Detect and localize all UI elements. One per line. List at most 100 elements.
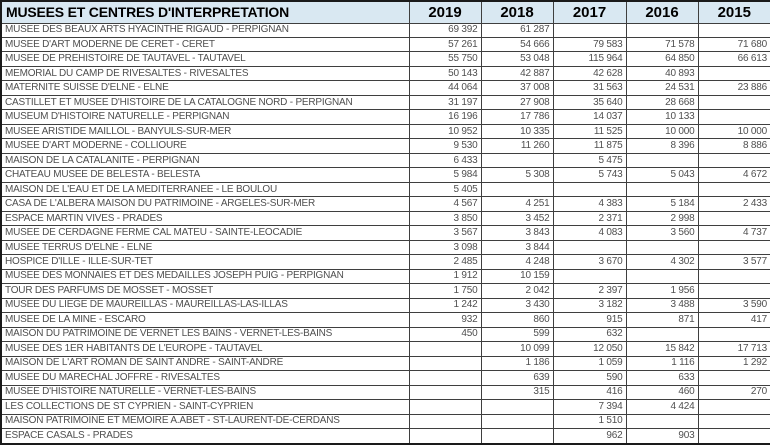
value-cell[interactable]: 42 887	[480, 65, 554, 82]
value-cell[interactable]: 17 713	[697, 341, 770, 357]
value-cell[interactable]: 69 392	[408, 22, 482, 39]
value-cell[interactable]	[552, 181, 627, 198]
value-cell[interactable]: 40 893	[625, 65, 699, 82]
year-header-2018[interactable]: 2018	[480, 0, 554, 24]
museum-name-cell[interactable]: MUSEE D'ART MODERNE DE CERET - CERET	[0, 36, 410, 53]
value-cell[interactable]: 270	[697, 384, 770, 401]
value-cell[interactable]: 23 886	[697, 80, 770, 96]
value-cell[interactable]	[408, 428, 482, 445]
museum-name-cell[interactable]: MAISON PATRIMOINE ET MEMOIRE A.ABET - ST…	[0, 413, 410, 430]
value-cell[interactable]: 15 842	[625, 341, 699, 357]
value-cell[interactable]: 10 159	[480, 268, 554, 285]
value-cell[interactable]: 10 099	[480, 341, 554, 357]
museum-name-cell[interactable]: MUSEE DE CERDAGNE FERME CAL MATEU - SAIN…	[0, 225, 410, 241]
value-cell[interactable]: 3 452	[480, 210, 554, 227]
museum-name-cell[interactable]: MATERNITE SUISSE D'ELNE - ELNE	[0, 80, 410, 96]
value-cell[interactable]: 55 750	[408, 51, 482, 67]
value-cell[interactable]	[697, 181, 770, 198]
value-cell[interactable]	[480, 413, 554, 430]
value-cell[interactable]: 54 666	[480, 36, 554, 53]
value-cell[interactable]	[625, 22, 699, 39]
value-cell[interactable]: 962	[552, 428, 627, 445]
museum-name-cell[interactable]: ESPACE MARTIN VIVES - PRADES	[0, 210, 410, 227]
value-cell[interactable]: 1 956	[625, 283, 699, 299]
value-cell[interactable]: 71 578	[625, 36, 699, 53]
value-cell[interactable]: 3 567	[408, 225, 482, 241]
value-cell[interactable]	[552, 22, 627, 39]
value-cell[interactable]: 416	[552, 384, 627, 401]
value-cell[interactable]: 4 248	[480, 254, 554, 270]
value-cell[interactable]: 639	[480, 370, 554, 386]
value-cell[interactable]: 64 850	[625, 51, 699, 67]
value-cell[interactable]: 12 050	[552, 341, 627, 357]
value-cell[interactable]	[480, 181, 554, 198]
value-cell[interactable]: 2 371	[552, 210, 627, 227]
value-cell[interactable]	[697, 109, 770, 125]
value-cell[interactable]: 633	[625, 370, 699, 386]
value-cell[interactable]: 1 750	[408, 283, 482, 299]
value-cell[interactable]: 590	[552, 370, 627, 386]
value-cell[interactable]: 3 488	[625, 297, 699, 314]
value-cell[interactable]: 4 302	[625, 254, 699, 270]
value-cell[interactable]	[697, 22, 770, 39]
museum-name-cell[interactable]: MEMORIAL DU CAMP DE RIVESALTES - RIVESAL…	[0, 65, 410, 82]
value-cell[interactable]: 2 433	[697, 196, 770, 212]
value-cell[interactable]	[625, 326, 699, 343]
value-cell[interactable]: 460	[625, 384, 699, 401]
value-cell[interactable]: 14 037	[552, 109, 627, 125]
value-cell[interactable]: 4 251	[480, 196, 554, 212]
value-cell[interactable]: 599	[480, 326, 554, 343]
value-cell[interactable]: 5 184	[625, 196, 699, 212]
museum-name-cell[interactable]: HOSPICE D'ILLE - ILLE-SUR-TET	[0, 254, 410, 270]
museum-name-cell[interactable]: MUSEE DE PREHISTOIRE DE TAUTAVEL - TAUTA…	[0, 51, 410, 67]
value-cell[interactable]: 10 133	[625, 109, 699, 125]
value-cell[interactable]: 1 292	[697, 355, 770, 372]
value-cell[interactable]: 1 186	[480, 355, 554, 372]
museum-name-cell[interactable]: ESPACE CASALS - PRADES	[0, 428, 410, 445]
value-cell[interactable]: 417	[697, 312, 770, 328]
value-cell[interactable]: 3 182	[552, 297, 627, 314]
value-cell[interactable]: 7 394	[552, 399, 627, 415]
value-cell[interactable]	[697, 428, 770, 445]
museum-name-cell[interactable]: MUSEE DES BEAUX ARTS HYACINTHE RIGAUD - …	[0, 22, 410, 39]
value-cell[interactable]	[625, 152, 699, 169]
value-cell[interactable]: 4 672	[697, 167, 770, 183]
value-cell[interactable]	[697, 94, 770, 111]
museum-name-cell[interactable]: MUSEE DE LA MINE - ESCARO	[0, 312, 410, 328]
value-cell[interactable]	[697, 239, 770, 256]
value-cell[interactable]: 42 628	[552, 65, 627, 82]
museum-name-cell[interactable]: MUSEE DES MONNAIES ET DES MEDAILLES JOSE…	[0, 268, 410, 285]
value-cell[interactable]: 24 531	[625, 80, 699, 96]
value-cell[interactable]: 871	[625, 312, 699, 328]
value-cell[interactable]: 4 737	[697, 225, 770, 241]
value-cell[interactable]: 2 998	[625, 210, 699, 227]
value-cell[interactable]: 4 383	[552, 196, 627, 212]
value-cell[interactable]	[552, 239, 627, 256]
value-cell[interactable]: 115 964	[552, 51, 627, 67]
value-cell[interactable]	[552, 268, 627, 285]
value-cell[interactable]: 79 583	[552, 36, 627, 53]
value-cell[interactable]: 4 567	[408, 196, 482, 212]
value-cell[interactable]: 3 843	[480, 225, 554, 241]
value-cell[interactable]: 1 059	[552, 355, 627, 372]
museum-name-cell[interactable]: MUSEE DU MARECHAL JOFFRE - RIVESALTES	[0, 370, 410, 386]
value-cell[interactable]: 2 485	[408, 254, 482, 270]
value-cell[interactable]: 61 287	[480, 22, 554, 39]
museum-name-cell[interactable]: MAISON DE L'EAU ET DE LA MEDITERRANEE - …	[0, 181, 410, 198]
value-cell[interactable]	[408, 384, 482, 401]
value-cell[interactable]: 932	[408, 312, 482, 328]
value-cell[interactable]	[697, 370, 770, 386]
value-cell[interactable]: 1 510	[552, 413, 627, 430]
museum-name-cell[interactable]: MUSEE D'ART MODERNE - COLLIOURE	[0, 138, 410, 154]
value-cell[interactable]	[697, 268, 770, 285]
value-cell[interactable]: 5 405	[408, 181, 482, 198]
museum-name-cell[interactable]: MUSEUM D'HISTOIRE NATURELLE - PERPIGNAN	[0, 109, 410, 125]
value-cell[interactable]: 17 786	[480, 109, 554, 125]
value-cell[interactable]: 8 396	[625, 138, 699, 154]
museum-name-cell[interactable]: CASTILLET ET MUSEE D'HISTOIRE DE LA CATA…	[0, 94, 410, 111]
value-cell[interactable]: 10 000	[625, 123, 699, 140]
value-cell[interactable]	[697, 283, 770, 299]
value-cell[interactable]: 3 098	[408, 239, 482, 256]
value-cell[interactable]: 915	[552, 312, 627, 328]
value-cell[interactable]: 57 261	[408, 36, 482, 53]
